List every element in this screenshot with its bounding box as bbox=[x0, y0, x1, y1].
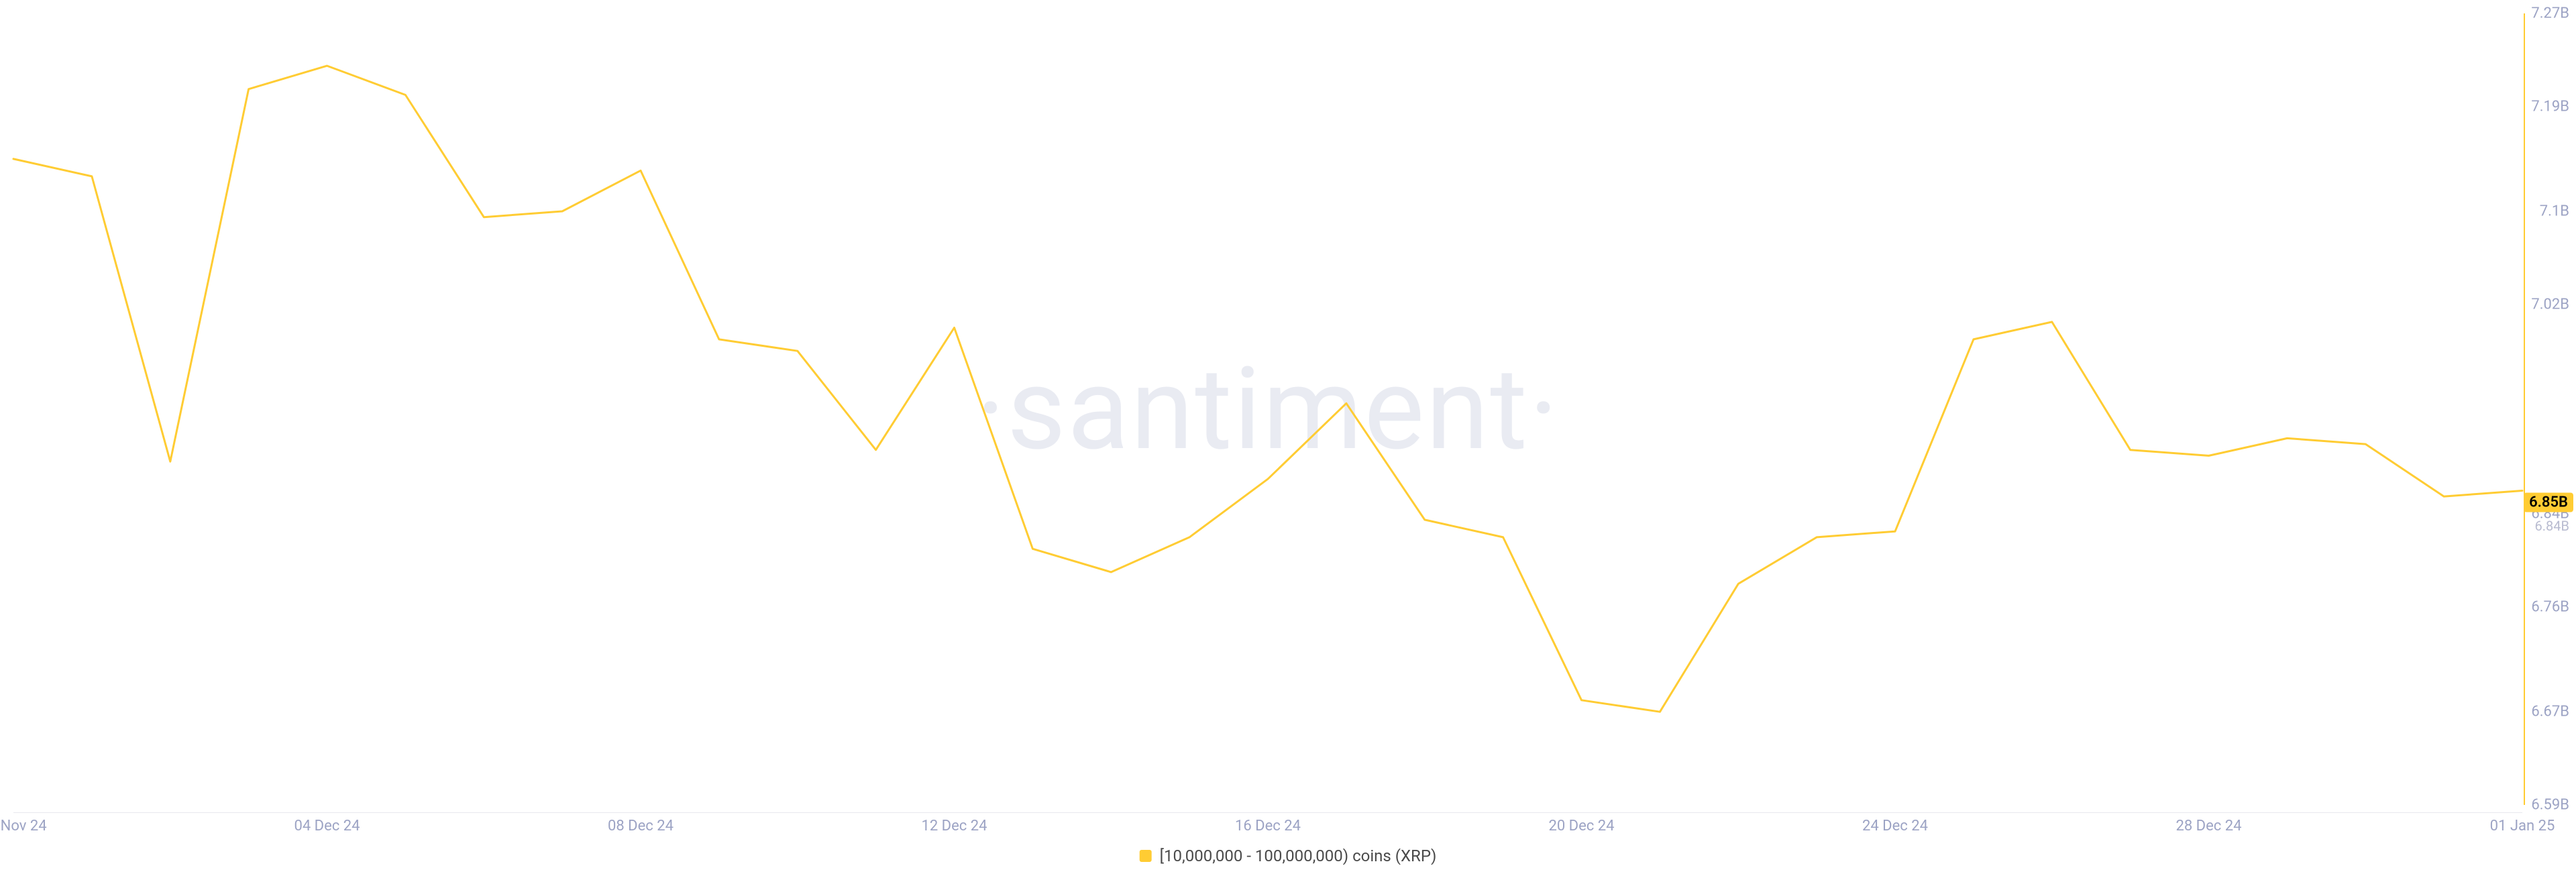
legend-label: [10,000,000 - 100,000,000) coins (XRP) bbox=[1160, 847, 1437, 865]
x-axis-tick-label: 30 Nov 24 bbox=[0, 818, 47, 834]
x-axis-tick-label: 24 Dec 24 bbox=[1862, 818, 1928, 834]
plot-area: ·santiment· bbox=[13, 13, 2522, 805]
series-line bbox=[13, 66, 2522, 712]
x-axis-tick-label: 04 Dec 24 bbox=[294, 818, 360, 834]
x-axis-line bbox=[13, 812, 2522, 813]
line-chart-svg bbox=[13, 13, 2522, 805]
current-value-badge: 6.85B bbox=[2524, 492, 2573, 512]
x-axis-tick-label: 08 Dec 24 bbox=[608, 818, 674, 834]
chart-container: ·santiment· 6.59B 6.67B 6.76B 6.84B 7.02B 7.1… bbox=[0, 0, 2576, 872]
y-axis-tick-label: 7.1B bbox=[2540, 203, 2569, 220]
secondary-y-value-label: 6.84B bbox=[2535, 518, 2569, 534]
current-value-label: 6.85B bbox=[2529, 494, 2568, 510]
y-axis-tick-label: 6.67B bbox=[2531, 704, 2569, 720]
y-axis-tick-label: 7.02B bbox=[2531, 296, 2569, 313]
y-axis-tick-label: 6.59B bbox=[2531, 797, 2569, 814]
y-axis-tick-label: 7.27B bbox=[2531, 5, 2569, 22]
y-axis-tick-label: 7.19B bbox=[2531, 98, 2569, 115]
right-y-axis-line bbox=[2524, 13, 2525, 805]
legend-swatch bbox=[1140, 850, 1152, 862]
x-axis-tick-label: 16 Dec 24 bbox=[1235, 818, 1301, 834]
x-axis-tick-label: 12 Dec 24 bbox=[922, 818, 987, 834]
legend: [10,000,000 - 100,000,000) coins (XRP) bbox=[1140, 847, 1437, 865]
x-axis-tick-label: 28 Dec 24 bbox=[2176, 818, 2242, 834]
y-axis-tick-label: 6.76B bbox=[2531, 599, 2569, 616]
x-axis-tick-label: 01 Jan 25 bbox=[2490, 818, 2555, 834]
x-axis-tick-label: 20 Dec 24 bbox=[1549, 818, 1615, 834]
